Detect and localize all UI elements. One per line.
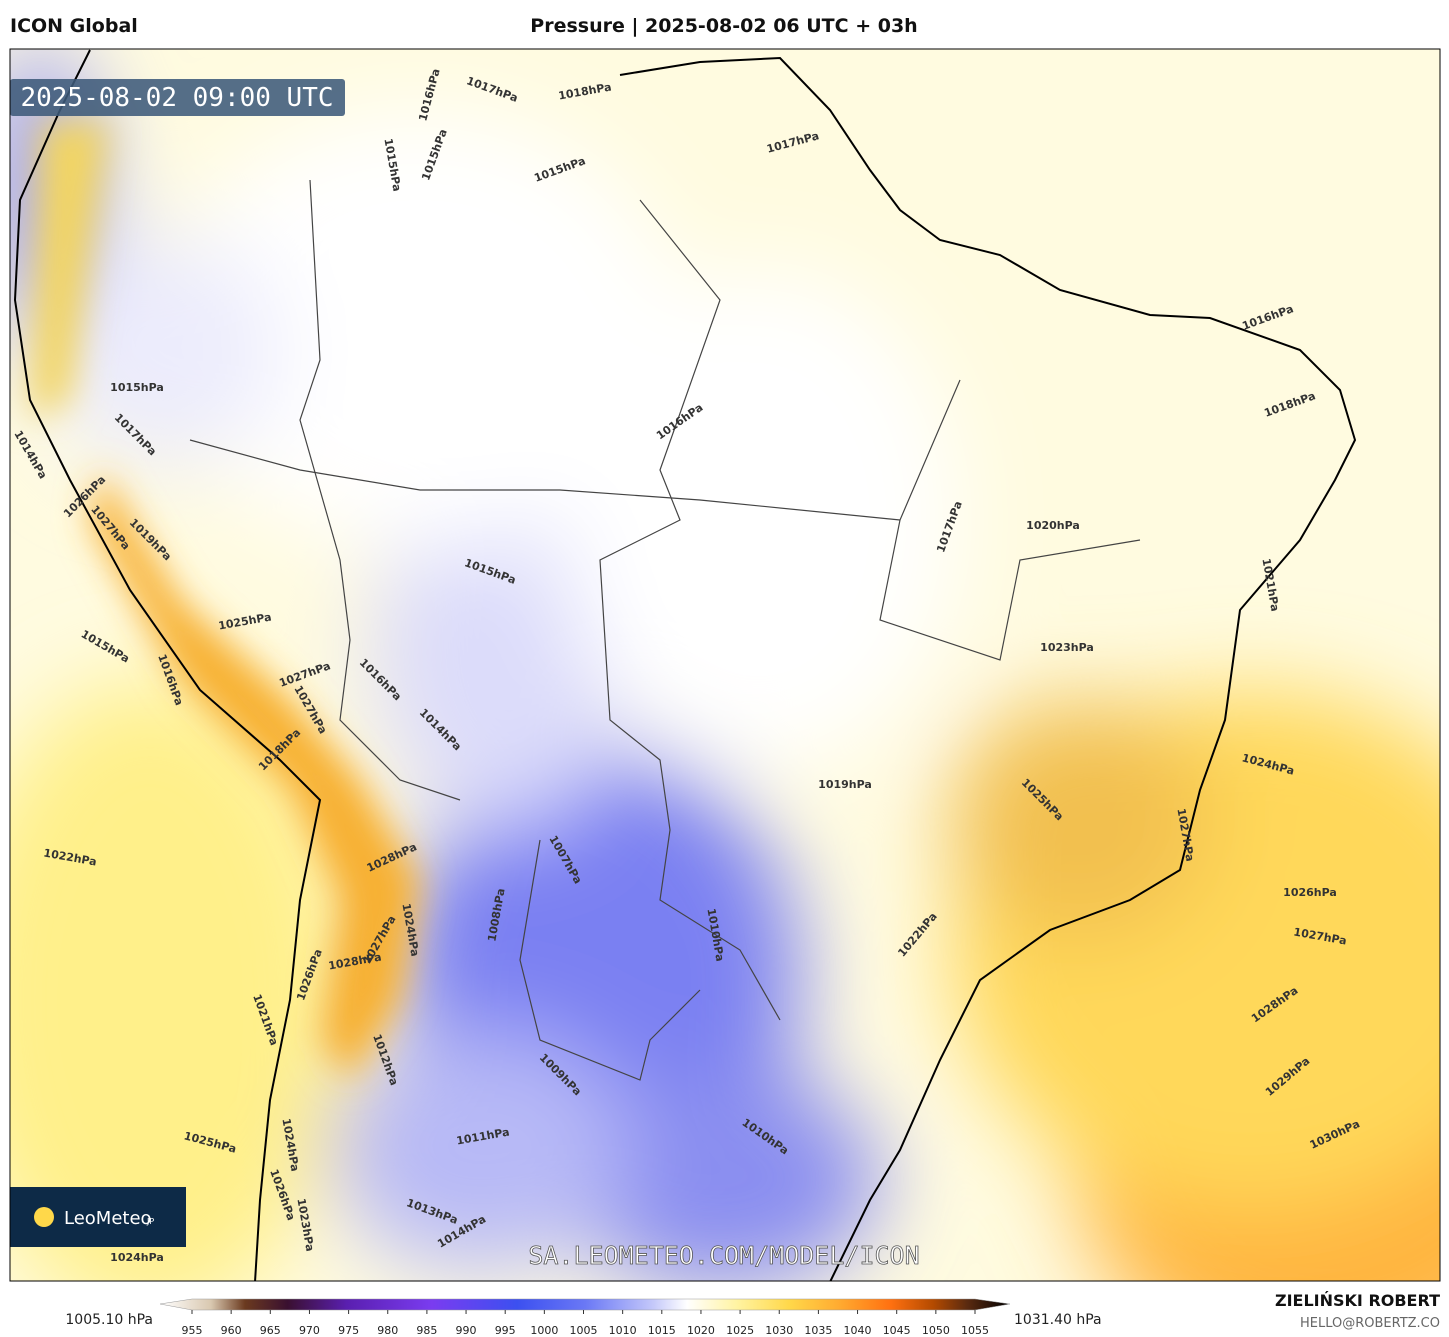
contour-label: 1023hPa <box>1040 641 1094 654</box>
colorbar-tick-label: 1015 <box>648 1324 676 1337</box>
colorbar-tick-label: 1020 <box>687 1324 715 1337</box>
colorbar-tick-label: 1035 <box>804 1324 832 1337</box>
author: ZIELIŃSKI ROBERT <box>1275 1291 1440 1310</box>
coastline <box>13 49 1357 1281</box>
colorbar-tick-label: 965 <box>260 1324 281 1337</box>
colorbar-tick-label: 1025 <box>726 1324 754 1337</box>
colorbar-tick-label: 985 <box>416 1324 437 1337</box>
colorbar-tick-label: 990 <box>456 1324 477 1337</box>
colorbar-tick-label: 1005 <box>570 1324 598 1337</box>
valid-time: 2025-08-02 09:00 UTC <box>20 83 333 113</box>
colorbar-min: 1005.10 hPa <box>65 1312 153 1328</box>
contour-label: 1020hPa <box>1026 519 1080 532</box>
colorbar-tick-label: 1050 <box>922 1324 950 1337</box>
colorbar-tick-label: 1030 <box>765 1324 793 1337</box>
map-title: Pressure | 2025-08-02 06 UTC + 03h <box>530 15 917 37</box>
contour-label: 1015hPa <box>110 381 164 394</box>
watermark: SA.LEOMETEO.COM/MODEL/ICON <box>528 1241 919 1270</box>
colorbar-tick-label: 975 <box>338 1324 359 1337</box>
colorbar-tick-label: 1055 <box>961 1324 989 1337</box>
contour-label: 1019hPa <box>818 778 872 791</box>
colorbar-max: 1031.40 hPa <box>1014 1312 1102 1328</box>
model-name: ICON Global <box>10 15 138 37</box>
colorbar-tick-label: 995 <box>495 1324 516 1337</box>
colorbar-tick-label: 1010 <box>609 1324 637 1337</box>
logo: LeoMeteo <box>64 1208 152 1229</box>
logo-suffix: JP <box>146 1217 154 1226</box>
colorbar-tick-label: 955 <box>182 1324 203 1337</box>
contour-label: 1024hPa <box>110 1251 164 1264</box>
colorbar-tick-label: 1045 <box>883 1324 911 1337</box>
contour-label: 1026hPa <box>1283 886 1337 899</box>
colorbar-tick-label: 970 <box>299 1324 320 1337</box>
colorbar-tick-label: 980 <box>377 1324 398 1337</box>
email: HELLO@ROBERTZ.CO <box>1300 1316 1440 1331</box>
colorbar-tick-label: 1000 <box>530 1324 558 1337</box>
colorbar-tick-label: 960 <box>221 1324 242 1337</box>
colorbar <box>159 1298 1011 1311</box>
borders <box>189 179 1141 1081</box>
colorbar-tick-label: 1040 <box>844 1324 872 1337</box>
